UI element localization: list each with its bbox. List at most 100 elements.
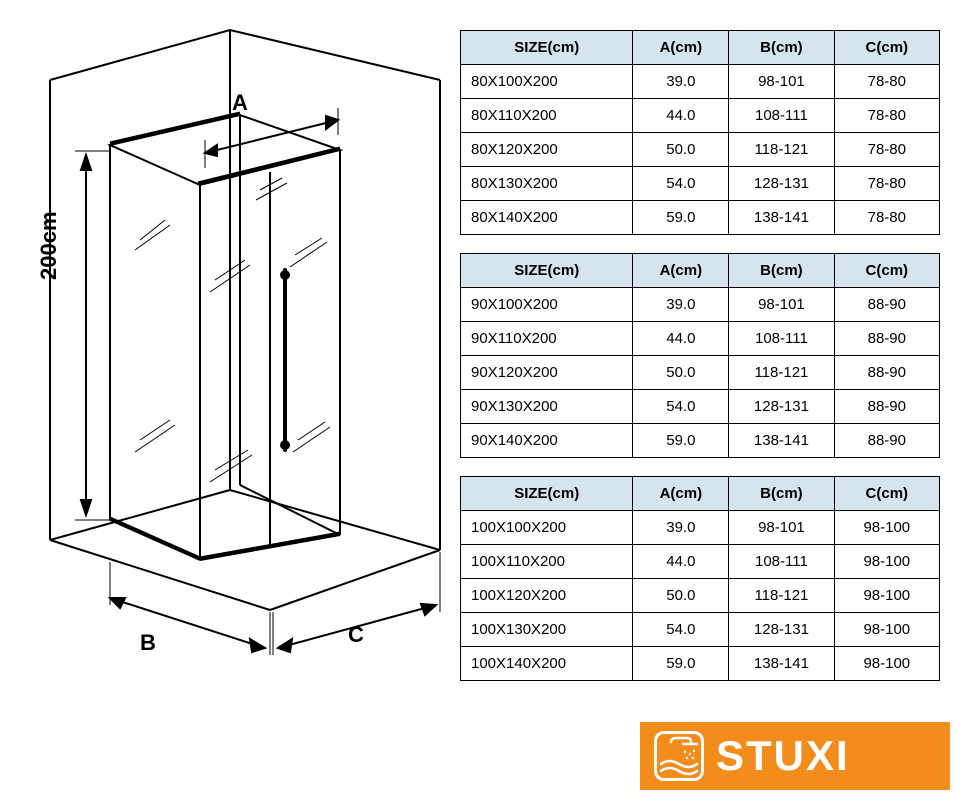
table-row: 90X120X20050.0118-12188-90 bbox=[461, 356, 940, 390]
col-header: SIZE(cm) bbox=[461, 254, 633, 288]
table-row: 80X120X20050.0118-12178-80 bbox=[461, 133, 940, 167]
table-row: 90X110X20044.0108-11188-90 bbox=[461, 322, 940, 356]
spec-tables: SIZE(cm)A(cm)B(cm)C(cm)80X100X20039.098-… bbox=[460, 0, 950, 700]
table-cell: 78-80 bbox=[834, 99, 939, 133]
table-cell: 44.0 bbox=[633, 545, 729, 579]
table-cell: 54.0 bbox=[633, 390, 729, 424]
enclosure-diagram: A 200cm B C bbox=[0, 0, 460, 700]
col-header: C(cm) bbox=[834, 477, 939, 511]
table-cell: 59.0 bbox=[633, 424, 729, 458]
table-cell: 80X120X200 bbox=[461, 133, 633, 167]
table-cell: 98-100 bbox=[834, 613, 939, 647]
table-row: 100X140X20059.0138-14198-100 bbox=[461, 647, 940, 681]
table-cell: 100X110X200 bbox=[461, 545, 633, 579]
table-cell: 88-90 bbox=[834, 390, 939, 424]
table-cell: 78-80 bbox=[834, 167, 939, 201]
table-cell: 90X110X200 bbox=[461, 322, 633, 356]
col-header: A(cm) bbox=[633, 31, 729, 65]
table-row: 80X110X20044.0108-11178-80 bbox=[461, 99, 940, 133]
table-row: 100X130X20054.0128-13198-100 bbox=[461, 613, 940, 647]
table-cell: 98-100 bbox=[834, 545, 939, 579]
table-cell: 54.0 bbox=[633, 613, 729, 647]
table-cell: 88-90 bbox=[834, 356, 939, 390]
table-row: 90X130X20054.0128-13188-90 bbox=[461, 390, 940, 424]
table-cell: 108-111 bbox=[729, 99, 834, 133]
table-cell: 90X120X200 bbox=[461, 356, 633, 390]
table-cell: 98-100 bbox=[834, 511, 939, 545]
table-cell: 78-80 bbox=[834, 65, 939, 99]
table-cell: 128-131 bbox=[729, 167, 834, 201]
table-cell: 100X120X200 bbox=[461, 579, 633, 613]
shower-icon bbox=[654, 731, 704, 781]
table-cell: 80X130X200 bbox=[461, 167, 633, 201]
table-cell: 80X100X200 bbox=[461, 65, 633, 99]
table-cell: 90X130X200 bbox=[461, 390, 633, 424]
table-cell: 98-100 bbox=[834, 647, 939, 681]
table-cell: 138-141 bbox=[729, 647, 834, 681]
table-cell: 59.0 bbox=[633, 201, 729, 235]
table-row: 100X120X20050.0118-12198-100 bbox=[461, 579, 940, 613]
table-cell: 78-80 bbox=[834, 201, 939, 235]
table-cell: 138-141 bbox=[729, 201, 834, 235]
table-row: 80X100X20039.098-10178-80 bbox=[461, 65, 940, 99]
table-cell: 138-141 bbox=[729, 424, 834, 458]
table-cell: 118-121 bbox=[729, 133, 834, 167]
table-cell: 100X130X200 bbox=[461, 613, 633, 647]
label-a: A bbox=[232, 90, 248, 116]
table-cell: 128-131 bbox=[729, 613, 834, 647]
col-header: C(cm) bbox=[834, 254, 939, 288]
table-cell: 128-131 bbox=[729, 390, 834, 424]
table-cell: 118-121 bbox=[729, 356, 834, 390]
table-cell: 108-111 bbox=[729, 545, 834, 579]
table-cell: 98-101 bbox=[729, 511, 834, 545]
table-cell: 50.0 bbox=[633, 356, 729, 390]
table-cell: 88-90 bbox=[834, 288, 939, 322]
table-cell: 44.0 bbox=[633, 99, 729, 133]
table-row: 80X140X20059.0138-14178-80 bbox=[461, 201, 940, 235]
table-cell: 50.0 bbox=[633, 579, 729, 613]
col-header: SIZE(cm) bbox=[461, 31, 633, 65]
table-cell: 98-101 bbox=[729, 288, 834, 322]
table-cell: 54.0 bbox=[633, 167, 729, 201]
table-row: 100X100X20039.098-10198-100 bbox=[461, 511, 940, 545]
col-header: A(cm) bbox=[633, 477, 729, 511]
col-header: B(cm) bbox=[729, 31, 834, 65]
table-cell: 50.0 bbox=[633, 133, 729, 167]
table-cell: 100X100X200 bbox=[461, 511, 633, 545]
table-cell: 80X110X200 bbox=[461, 99, 633, 133]
table-cell: 98-101 bbox=[729, 65, 834, 99]
spec-table-1: SIZE(cm)A(cm)B(cm)C(cm)90X100X20039.098-… bbox=[460, 253, 940, 458]
table-cell: 100X140X200 bbox=[461, 647, 633, 681]
col-header: C(cm) bbox=[834, 31, 939, 65]
table-cell: 44.0 bbox=[633, 322, 729, 356]
table-row: 100X110X20044.0108-11198-100 bbox=[461, 545, 940, 579]
table-cell: 80X140X200 bbox=[461, 201, 633, 235]
brand-logo: STUXI bbox=[640, 722, 950, 790]
table-cell: 39.0 bbox=[633, 288, 729, 322]
label-b: B bbox=[140, 630, 156, 656]
table-cell: 90X140X200 bbox=[461, 424, 633, 458]
col-header: A(cm) bbox=[633, 254, 729, 288]
table-cell: 88-90 bbox=[834, 322, 939, 356]
table-cell: 39.0 bbox=[633, 65, 729, 99]
table-cell: 98-100 bbox=[834, 579, 939, 613]
table-cell: 59.0 bbox=[633, 647, 729, 681]
spec-table-0: SIZE(cm)A(cm)B(cm)C(cm)80X100X20039.098-… bbox=[460, 30, 940, 235]
table-row: 90X100X20039.098-10188-90 bbox=[461, 288, 940, 322]
table-cell: 90X100X200 bbox=[461, 288, 633, 322]
table-cell: 108-111 bbox=[729, 322, 834, 356]
diagram-svg bbox=[20, 20, 450, 680]
col-header: B(cm) bbox=[729, 254, 834, 288]
brand-name: STUXI bbox=[716, 732, 850, 780]
table-row: 80X130X20054.0128-13178-80 bbox=[461, 167, 940, 201]
table-cell: 118-121 bbox=[729, 579, 834, 613]
label-height: 200cm bbox=[36, 211, 62, 280]
table-cell: 88-90 bbox=[834, 424, 939, 458]
spec-table-2: SIZE(cm)A(cm)B(cm)C(cm)100X100X20039.098… bbox=[460, 476, 940, 681]
col-header: SIZE(cm) bbox=[461, 477, 633, 511]
table-cell: 78-80 bbox=[834, 133, 939, 167]
table-cell: 39.0 bbox=[633, 511, 729, 545]
col-header: B(cm) bbox=[729, 477, 834, 511]
label-c: C bbox=[348, 622, 364, 648]
table-row: 90X140X20059.0138-14188-90 bbox=[461, 424, 940, 458]
